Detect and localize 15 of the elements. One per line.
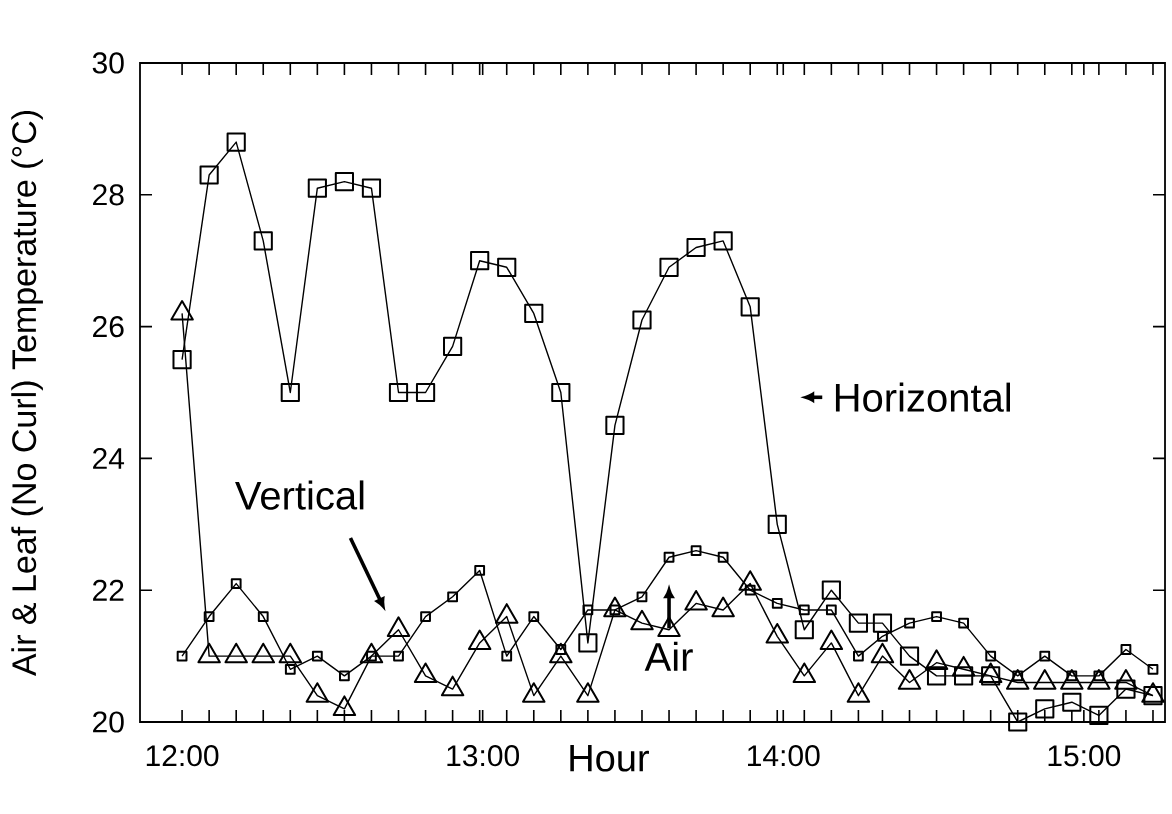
- y-tick-label: 22: [93, 579, 124, 601]
- y-tick-label: 24: [93, 447, 125, 469]
- y-tick-label: 26: [93, 315, 124, 338]
- x-tick-label: 15:00: [1048, 745, 1121, 767]
- y-axis-title: Air & Leaf (No Curl) Temperature (°C): [11, 111, 43, 677]
- annotation: Air: [644, 641, 693, 671]
- x-tick-label: 13:00: [447, 745, 520, 767]
- x-axis-title: Hour: [570, 745, 649, 772]
- x-tick-label: 12:00: [146, 745, 219, 767]
- y-tick-label: 20: [93, 711, 124, 733]
- annotation: Vertical: [235, 480, 364, 510]
- x-tick-label: 14:00: [748, 745, 820, 767]
- y-tick-label: 30: [92, 52, 124, 74]
- annotation: Horizontal: [835, 382, 1011, 412]
- y-tick-label: 28: [93, 184, 124, 206]
